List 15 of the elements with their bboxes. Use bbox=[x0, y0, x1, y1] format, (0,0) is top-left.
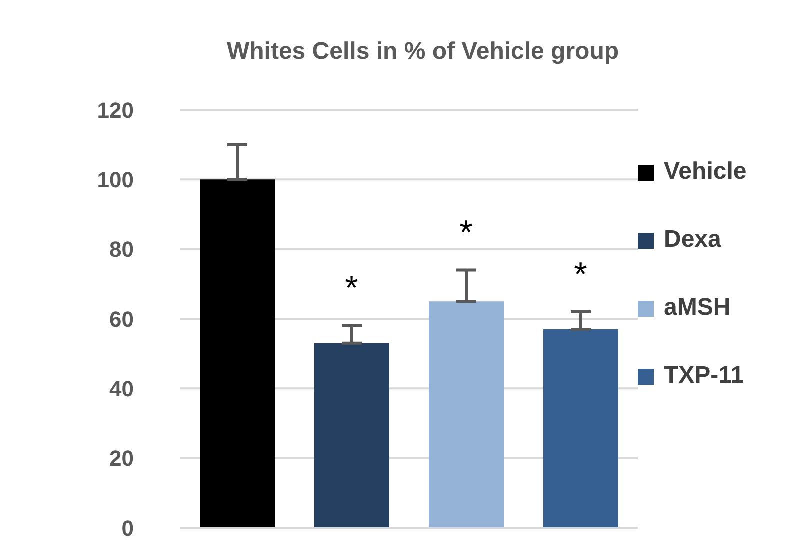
y-tick-label: 100 bbox=[97, 167, 134, 192]
legend-label: aMSH bbox=[664, 294, 731, 321]
y-tick-label: 80 bbox=[110, 237, 134, 262]
y-tick-label: 60 bbox=[110, 306, 134, 332]
y-tick-label: 40 bbox=[110, 376, 134, 402]
chart-title: Whites Cells in % of Vehicle group bbox=[226, 38, 620, 66]
annotation: * bbox=[460, 214, 473, 252]
legend-label: Vehicle bbox=[664, 158, 747, 185]
y-tick-label: 120 bbox=[97, 98, 134, 123]
legend-label: TXP-11 bbox=[664, 362, 744, 389]
y-tick-label: 20 bbox=[110, 446, 134, 472]
legend-label: Dexa bbox=[664, 226, 722, 253]
annotation: * bbox=[345, 270, 358, 308]
y-tick-label: 0 bbox=[122, 516, 134, 541]
annotation: * bbox=[574, 256, 588, 294]
